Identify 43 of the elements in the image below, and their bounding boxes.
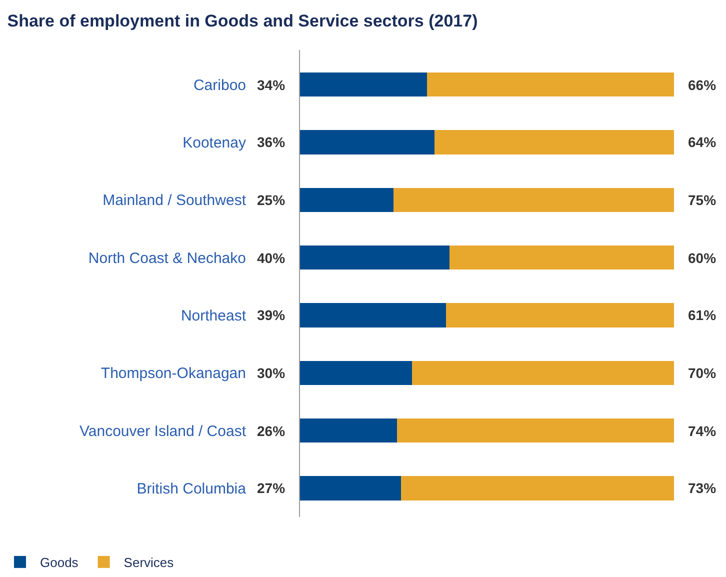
y-tick-label: Kootenay	[182, 134, 246, 152]
bar	[446, 303, 674, 328]
bar	[300, 303, 446, 328]
y-tick-label: North Coast & Nechako	[88, 250, 246, 267]
data-label: 34%	[257, 77, 286, 93]
bar	[300, 360, 412, 385]
bar	[394, 188, 674, 212]
bar	[300, 476, 401, 500]
bar	[434, 130, 674, 154]
y-tick-label: Mainland / Southwest	[102, 192, 247, 210]
bar	[412, 360, 674, 385]
data-label: 74%	[688, 423, 717, 439]
data-label: 40%	[257, 250, 286, 266]
y-tick-label: Vancouver Island / Coast	[80, 422, 247, 440]
legend-label: Goods	[40, 555, 79, 570]
chart-title: Share of employment in Goods and Service sectors (2017)	[7, 11, 478, 30]
data-label: 75%	[688, 192, 717, 208]
y-tick-label: Thompson-Okanagan	[100, 365, 246, 382]
data-label: 73%	[688, 480, 717, 496]
data-label: 26%	[257, 423, 286, 439]
data-label: 60%	[688, 250, 717, 266]
data-label: 36%	[257, 134, 286, 150]
data-label: 61%	[688, 307, 717, 323]
y-tick-label: Cariboo	[193, 76, 246, 94]
data-label: 25%	[257, 192, 286, 208]
data-label: 39%	[257, 307, 286, 323]
bar	[450, 245, 674, 270]
bar	[397, 418, 674, 443]
y-tick-label: Northeast	[180, 307, 247, 324]
bar	[427, 72, 674, 97]
bar	[300, 245, 450, 270]
data-label: 64%	[688, 134, 717, 150]
legend-label: Services	[124, 555, 174, 570]
bar	[300, 418, 398, 443]
y-tick-label: British Columbia	[136, 480, 247, 498]
data-label: 30%	[257, 365, 286, 381]
bar	[300, 72, 428, 97]
data-label: 66%	[688, 77, 717, 93]
bar	[300, 130, 435, 154]
data-label: 27%	[257, 480, 286, 496]
data-label: 70%	[688, 365, 717, 381]
bar	[300, 188, 394, 212]
bar	[400, 476, 674, 500]
